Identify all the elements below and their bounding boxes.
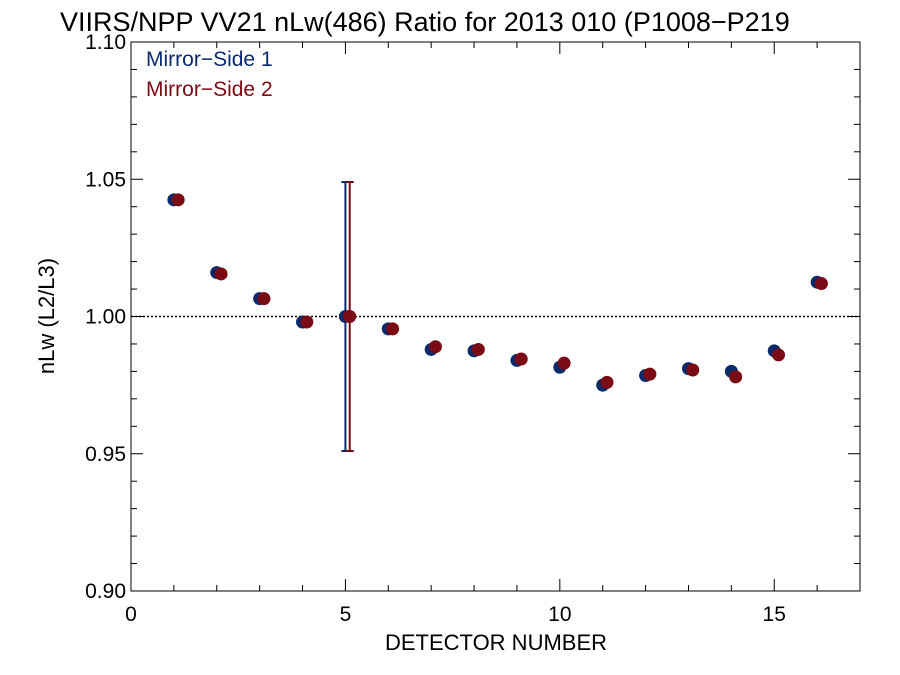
data-point-series-2 bbox=[428, 340, 442, 354]
ticks-layer: 0 5 10 15 0.90 0.95 1.00 1.05 1.10 bbox=[85, 31, 861, 626]
y-tick-label: 1.00 bbox=[85, 306, 126, 329]
x-tick-label: 15 bbox=[763, 603, 786, 626]
data-point-series-2 bbox=[772, 348, 786, 362]
x-tick-label: 0 bbox=[125, 603, 137, 626]
data-point-series-2 bbox=[814, 277, 828, 291]
data-point-series-2 bbox=[171, 193, 185, 207]
data-point-series-2 bbox=[343, 310, 357, 323]
y-tick-label: 0.95 bbox=[85, 443, 126, 466]
y-tick-label: 0.90 bbox=[85, 580, 126, 603]
chart-title: VIIRS/NPP VV21 nLw(486) Ratio for 2013 0… bbox=[60, 7, 790, 37]
x-tick-label: 5 bbox=[340, 603, 352, 626]
data-point-series-2 bbox=[643, 367, 657, 381]
data-point-series-2 bbox=[514, 352, 528, 366]
data-point-series-2 bbox=[686, 363, 700, 377]
data-point-series-2 bbox=[471, 342, 485, 356]
data-point-series-2 bbox=[557, 356, 571, 370]
x-tick-label: 10 bbox=[548, 603, 571, 626]
y-tick-label: 1.10 bbox=[85, 31, 126, 54]
legend-entry-mirror-side-2: Mirror−Side 2 bbox=[146, 78, 273, 101]
y-tick-label: 1.05 bbox=[85, 168, 126, 191]
y-axis-label: nLw (L2/L3) bbox=[34, 258, 59, 374]
data-point-series-2 bbox=[257, 292, 271, 306]
x-axis-label: DETECTOR NUMBER bbox=[385, 630, 607, 655]
data-point-series-2 bbox=[386, 322, 400, 336]
legend-entry-mirror-side-1: Mirror−Side 1 bbox=[146, 48, 273, 71]
data-points bbox=[167, 193, 828, 392]
data-point-series-2 bbox=[729, 370, 743, 384]
data-point-series-2 bbox=[600, 375, 614, 389]
legend: Mirror−Side 1 Mirror−Side 2 bbox=[146, 48, 273, 101]
data-point-series-2 bbox=[214, 267, 228, 281]
data-point-series-2 bbox=[300, 315, 314, 329]
